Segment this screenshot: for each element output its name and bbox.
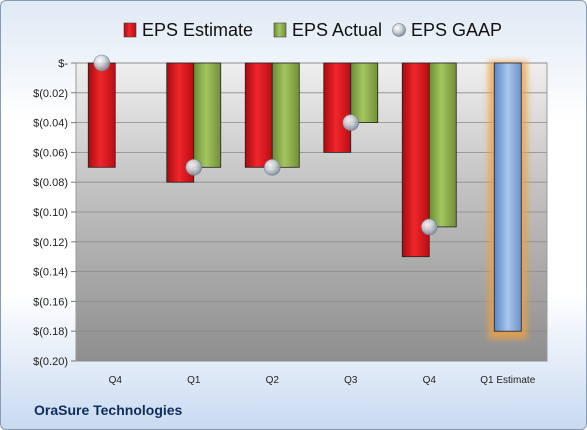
y-tick-label: $(0.06) (33, 147, 68, 159)
legend: EPS Estimate EPS Actual EPS GAAP (123, 20, 502, 40)
y-tick-label: $(0.12) (33, 237, 68, 249)
eps-actual-bar (271, 62, 300, 168)
y-tick-label: $(0.10) (33, 207, 68, 219)
eps-estimate-bar (87, 62, 116, 168)
bars (87, 61, 528, 340)
gridlines (71, 62, 547, 362)
y-tick-label: $(0.20) (33, 356, 68, 368)
legend-gaap-swatch (392, 23, 406, 37)
x-axis-labels: Q4 Q1 Q2 Q3 Q4 Q1 Estimate (109, 375, 536, 386)
x-tick-label: Q1 Estimate (480, 375, 535, 386)
legend-label: EPS Actual (292, 20, 382, 40)
x-tick-label: Q1 (187, 375, 201, 386)
y-tick-label: $(0.04) (33, 118, 68, 130)
eps-gaap-marker (185, 159, 203, 176)
legend-label: EPS GAAP (411, 20, 502, 40)
x-tick-label: Q4 (423, 375, 437, 386)
y-axis-labels: $- $(0.02) $(0.04) $(0.06) $(0.08) $(0.10) $(0… (33, 58, 68, 368)
y-tick-label: $(0.16) (33, 296, 68, 308)
x-tick-label: Q3 (344, 375, 358, 386)
x-tick-label: Q4 (109, 375, 123, 386)
gaap-markers (93, 54, 438, 236)
eps-gaap-marker (263, 159, 281, 176)
legend-label: EPS Estimate (142, 20, 253, 40)
eps-gaap-marker (93, 54, 111, 72)
company-name: OraSure Technologies (34, 402, 183, 418)
eps-gaap-marker (342, 114, 360, 131)
y-tick-label: $- (58, 58, 68, 70)
eps-estimate-bar (244, 62, 273, 168)
eps-actual-bar (193, 62, 222, 168)
eps-gaap-marker (420, 218, 438, 236)
eps-actual-bar (428, 62, 457, 228)
eps-actual-bar (350, 62, 379, 123)
x-tick-label: Q2 (266, 375, 280, 386)
y-tick-label: $(0.14) (33, 267, 68, 279)
y-tick-label: $(0.02) (33, 88, 68, 100)
eps-estimate-bar (323, 62, 352, 153)
y-tick-label: $(0.08) (33, 177, 68, 189)
y-tick-label: $(0.18) (33, 326, 68, 338)
legend-swatch (273, 22, 287, 38)
q1-estimate-bar (493, 62, 522, 332)
legend-swatch (123, 22, 137, 38)
